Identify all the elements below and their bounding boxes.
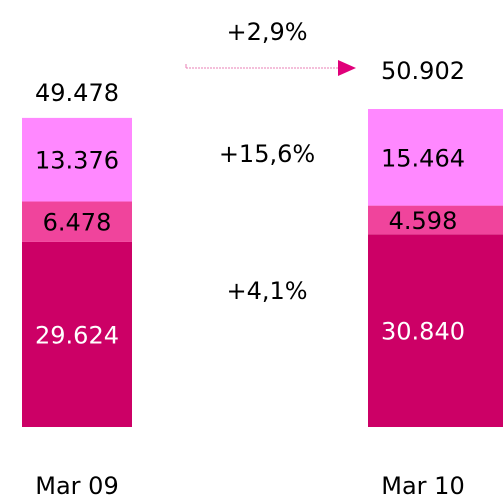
x-tick-label: Mar 09 [35,472,118,500]
value-label: 15.464 [381,144,465,172]
growth-bottom: +4,1% [226,277,307,305]
bar-segment [368,205,503,235]
x-tick-label: Mar 10 [381,472,464,500]
arrow-head [338,60,356,76]
value-label: 29.624 [35,321,119,349]
value-label: 4.598 [389,207,458,235]
bar-segment [22,241,132,427]
value-label: 13.376 [35,147,119,175]
growth-total: +2,9% [226,18,307,46]
growth-top: +15,6% [219,140,315,168]
value-label: 6.478 [43,209,112,237]
bar-segment [368,234,503,427]
total-label: 50.902 [381,57,465,85]
bar-segment [22,201,132,242]
value-label: 30.840 [381,318,465,346]
bar-segment [368,109,503,206]
bar-segment [22,117,132,202]
total-label: 49.478 [35,79,119,107]
